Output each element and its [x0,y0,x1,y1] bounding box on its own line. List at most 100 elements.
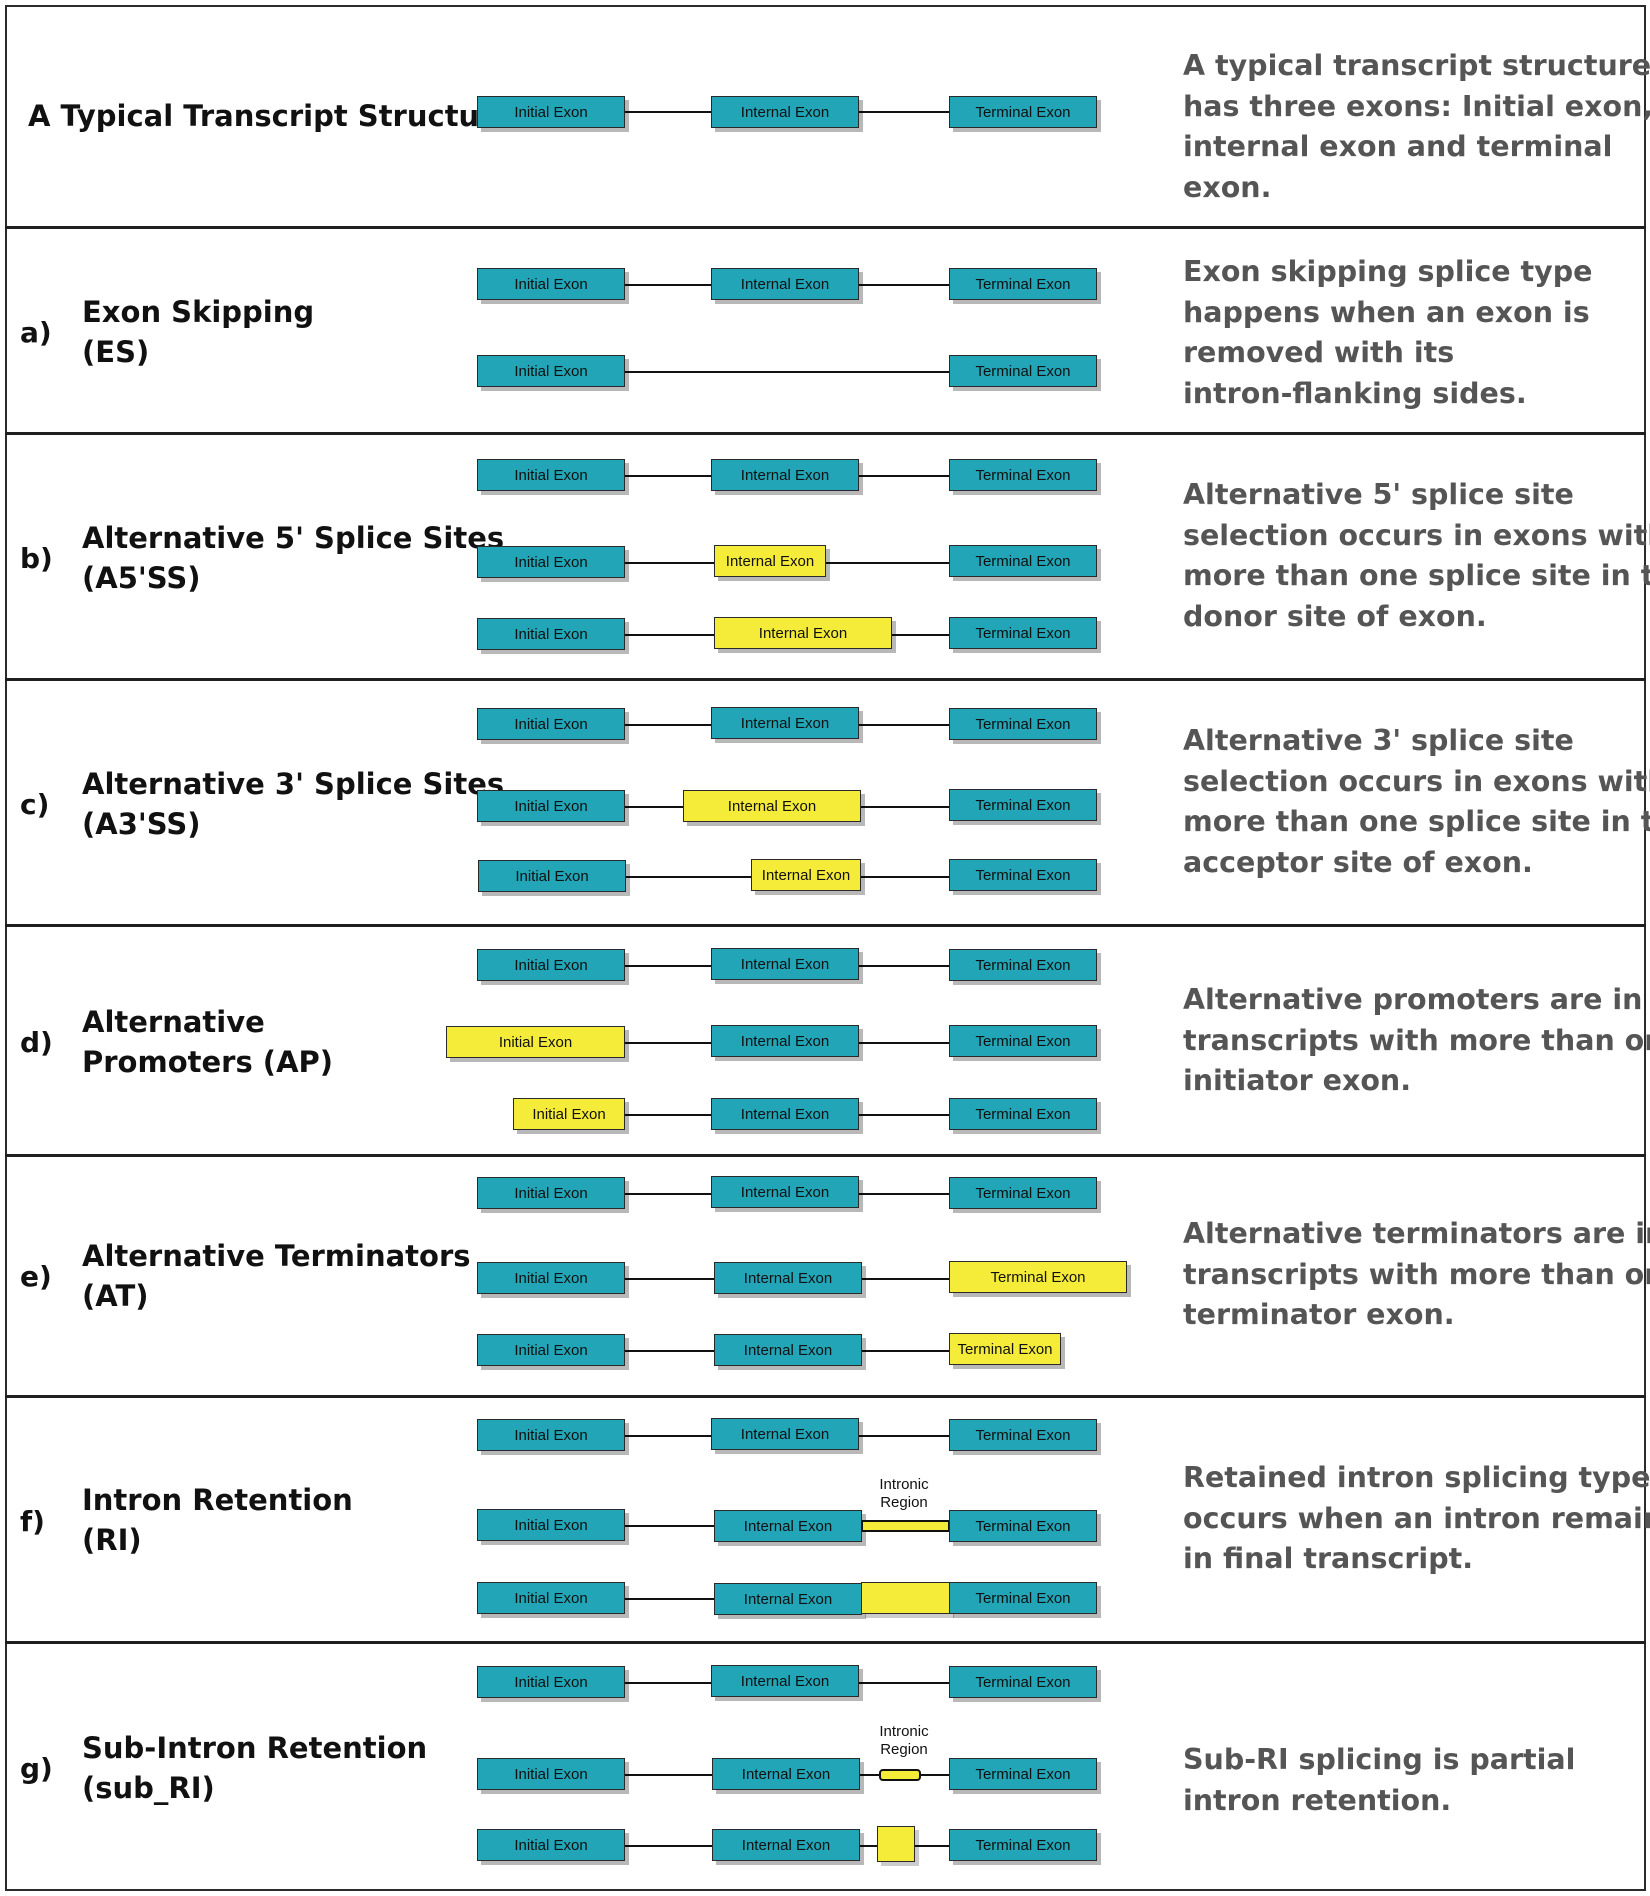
section-letter: f) [20,1505,45,1538]
section-divider [5,1395,1646,1398]
intronic-region-label: Intronic Region [859,1476,949,1512]
terminal-exon: Terminal Exon [949,96,1097,128]
internal-exon: Internal Exon [714,1262,862,1294]
diagram-frame [5,5,1646,1891]
terminal-exon: Terminal Exon [949,545,1097,577]
section-title-line: A Typical Transcript Structure [28,99,514,133]
initial-exon: Initial Exon [477,708,625,740]
terminal-exon: Terminal Exon [949,617,1097,649]
description-line: transcripts with more than one [1183,1023,1650,1057]
description-line: intron retention. [1183,1783,1452,1817]
initial-exon: Initial Exon [477,1666,625,1698]
section-description: Alternative terminators are in transcrip… [1183,1214,1650,1336]
section-divider [5,1154,1646,1157]
description-line: intron-flanking sides. [1183,376,1527,410]
section-title-line: (sub_RI) [82,1771,215,1805]
terminal-exon: Terminal Exon [949,789,1097,821]
section-description: Alternative promoters are in transcripts… [1183,980,1650,1102]
initial-exon: Initial Exon [477,546,625,578]
terminal-exon: Terminal Exon [949,1758,1097,1790]
initial-exon: Initial Exon [477,96,625,128]
internal-exon: Internal Exon [711,707,859,739]
section-description: Alternative 5' splice site selection occ… [1183,475,1650,637]
description-line: more than one splice site in the [1183,559,1650,592]
terminal-exon: Terminal Exon [949,949,1097,981]
description-line: terminator exon. [1183,1298,1455,1331]
section-title-line: (A5'SS) [82,561,201,595]
description-line: selection occurs in exons with [1183,764,1650,798]
description-line: occurs when an intron remains [1183,1501,1650,1535]
initial-exon: Initial Exon [477,790,625,822]
initial-exon: Initial Exon [477,1334,625,1366]
section-title: Sub-Intron Retention (sub_RI) [82,1728,427,1808]
description-line: more than one splice site in the [1183,805,1650,838]
intronic-region-label-line: Intronic [879,1723,929,1740]
intronic-region-label-line: Intronic [879,1476,929,1493]
section-title-line: Promoters (AP) [82,1045,334,1079]
section-divider [5,226,1646,229]
initial-exon: Initial Exon [477,949,625,981]
section-letter: c) [20,788,50,821]
initial-exon: Initial Exon [477,1582,625,1614]
internal-exon: Internal Exon [711,1418,859,1450]
retained-sub-intron-region [879,1769,921,1781]
section-title: A Typical Transcript Structure [28,96,513,136]
internal-exon: Internal Exon [714,1510,862,1542]
section-title: Intron Retention (RI) [82,1480,353,1560]
intronic-region-label: Intronic Region [859,1723,949,1759]
internal-exon-alternative: Internal Exon [714,545,826,577]
internal-exon: Internal Exon [711,1025,859,1057]
section-letter: g) [20,1752,53,1785]
terminal-exon: Terminal Exon [949,268,1097,300]
terminal-exon: Terminal Exon [949,1177,1097,1209]
terminal-exon: Terminal Exon [949,355,1097,387]
terminal-exon: Terminal Exon [949,1582,1097,1614]
section-title: Alternative Promoters (AP) [82,1002,333,1082]
section-description: Retained intron splicing type occurs whe… [1183,1458,1650,1580]
internal-exon: Internal Exon [714,1334,862,1366]
section-title-line: (A3'SS) [82,807,201,841]
internal-exon: Internal Exon [711,948,859,980]
initial-exon: Initial Exon [477,355,625,387]
section-description: A typical transcript structure has three… [1183,46,1650,208]
section-divider [5,678,1646,681]
section-divider [5,1641,1646,1644]
retained-intron-block [861,1582,950,1614]
retained-sub-intron-block [877,1826,915,1862]
initial-exon: Initial Exon [477,459,625,491]
description-line: A typical transcript structure [1183,49,1650,82]
initial-exon: Initial Exon [477,1262,625,1294]
section-divider [5,924,1646,927]
description-line: Alternative 5' splice site [1183,478,1574,511]
section-letter: a) [20,316,52,349]
initial-exon: Initial Exon [477,1419,625,1451]
section-title: Alternative 5' Splice Sites (A5'SS) [82,518,504,598]
description-line: happens when an exon is [1183,295,1590,329]
description-line: Alternative 3' splice site [1183,724,1574,757]
intronic-region-label-line: Region [880,1741,928,1758]
terminal-exon: Terminal Exon [949,1025,1097,1057]
terminal-exon: Terminal Exon [949,459,1097,491]
section-letter: b) [20,542,53,575]
description-line: removed with its [1183,336,1455,369]
section-title-line: (ES) [82,335,150,369]
initial-exon-alternative: Initial Exon [513,1098,625,1130]
initial-exon: Initial Exon [477,1758,625,1790]
initial-exon: Initial Exon [477,1509,625,1541]
description-line: donor site of exon. [1183,599,1487,633]
internal-exon: Internal Exon [712,1758,860,1790]
internal-exon: Internal Exon [711,1098,859,1130]
initial-exon: Initial Exon [477,1177,625,1209]
internal-exon: Internal Exon [712,1829,860,1861]
section-divider [5,432,1646,435]
internal-exon: Internal Exon [711,1665,859,1697]
internal-exon-alternative: Internal Exon [751,859,861,891]
terminal-exon: Terminal Exon [949,1510,1097,1542]
description-line: initiator exon. [1183,1064,1412,1097]
section-title-line: (AT) [82,1279,149,1313]
section-title-line: Exon Skipping [82,295,315,329]
internal-exon-alternative: Internal Exon [714,617,892,649]
internal-exon-alternative: Internal Exon [683,790,861,822]
intronic-region-label-line: Region [880,1494,928,1511]
terminal-exon: Terminal Exon [949,1829,1097,1861]
